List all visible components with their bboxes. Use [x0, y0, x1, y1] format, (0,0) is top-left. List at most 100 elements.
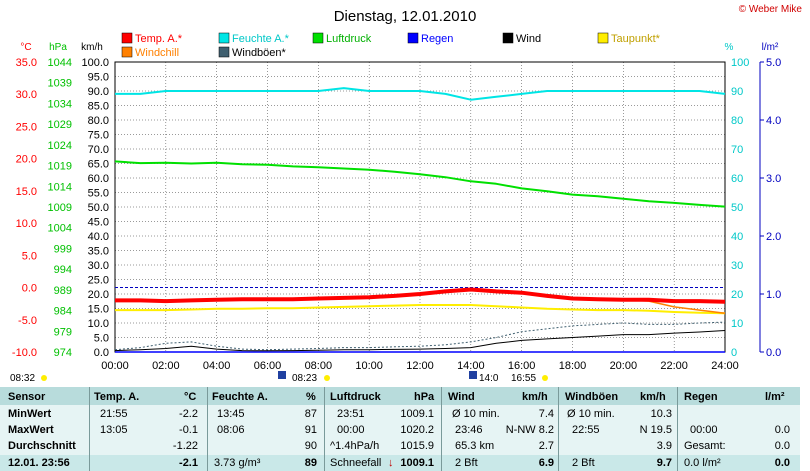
temp-tick-7: 0.0 [22, 283, 37, 295]
rain-tick-5: 0.0 [766, 347, 781, 359]
max-temp-val: -0.1 [179, 424, 198, 436]
max-wind-a: 23:46 [455, 424, 483, 436]
now-gust-a: 2 Bft [572, 457, 595, 469]
pressure-tick-6: 1014 [48, 181, 72, 193]
rain-tick-4: 1.0 [766, 289, 781, 301]
pressure-tick-0: 1044 [48, 57, 72, 69]
time-tick-1: 02:00 [152, 360, 180, 372]
min-hum-time: 13:45 [217, 408, 245, 420]
rain-tick-2: 3.0 [766, 173, 781, 185]
hdr-temp-unit: °C [184, 391, 197, 403]
time-tick-11: 22:00 [660, 360, 688, 372]
sun-dot-icon [324, 375, 330, 381]
temp-tick-4: 15.0 [16, 186, 37, 198]
max-gust-b: N 19.5 [639, 424, 672, 436]
hdr-gust: Windböen [565, 391, 619, 403]
humidity-tick-0: 100 [731, 57, 749, 69]
wind-tick-0: 100.0 [81, 57, 109, 69]
wind-tick-5: 75.0 [88, 130, 109, 142]
col-sep-5 [558, 387, 559, 471]
temp-tick-6: 5.0 [22, 250, 37, 262]
humidity-tick-10: 0 [731, 347, 737, 359]
sunset-mark-time: 14:0 [479, 373, 499, 384]
pressure-tick-13: 979 [54, 326, 72, 338]
time-tick-7: 14:00 [457, 360, 485, 372]
humidity-tick-9: 10 [731, 318, 743, 330]
wind-tick-15: 25.0 [88, 275, 109, 287]
hdr-hum-unit: % [306, 391, 316, 403]
row-now-label: 12.01. 23:56 [8, 457, 70, 469]
hdr-gust-unit: km/h [640, 391, 666, 403]
now-hum-val: 89 [304, 457, 317, 469]
sunset-dot-icon [542, 375, 548, 381]
col-sep-4 [441, 387, 442, 471]
min-temp-time: 21:55 [100, 408, 128, 420]
legend-label-6: Windchill [135, 47, 179, 59]
hdr-hum: Feuchte A. [212, 391, 268, 403]
avg-wind-b: 2.7 [538, 440, 554, 452]
legend-swatch-1 [218, 32, 230, 44]
avg-press-val: 1015.9 [400, 440, 434, 452]
time-tick-9: 18:00 [559, 360, 587, 372]
sunrise-mark-icon [278, 371, 286, 379]
pressure-tick-9: 999 [54, 243, 72, 255]
sunrise-mark-time: 08:23 [292, 373, 317, 384]
avg-wind-a: 65.3 km [455, 440, 495, 452]
temp-tick-1: 30.0 [16, 89, 37, 101]
plot-grid [114, 61, 726, 353]
time-tick-6: 12:00 [406, 360, 434, 372]
pressure-tick-10: 994 [54, 264, 72, 276]
series-temp-a [115, 287, 726, 304]
hdr-press-unit: hPa [414, 391, 435, 403]
pressure-tick-3: 1029 [48, 119, 72, 131]
humidity-tick-2: 80 [731, 115, 743, 127]
avg-rain-b: 0.0 [774, 440, 790, 452]
wind-unit-label: km/h [81, 42, 103, 53]
now-gust-b: 9.7 [656, 457, 672, 469]
col-sep-3 [324, 387, 325, 471]
min-press-time: 23:51 [337, 408, 365, 420]
wind-tick-13: 35.0 [88, 246, 109, 258]
hdr-temp: Temp. A. [94, 391, 140, 403]
series-luftdruck [114, 160, 726, 208]
statistics-table: Sensor Temp. A. °C Feuchte A. % Luftdruc… [0, 387, 800, 471]
series-feuchte-a [115, 87, 726, 101]
avg-hum-val: 90 [304, 440, 317, 452]
wind-tick-14: 30.0 [88, 260, 109, 272]
now-rain-b: 0.0 [774, 457, 790, 469]
avg-rain-a: Gesamt: [684, 440, 726, 452]
legend-swatch-6 [121, 46, 133, 58]
time-tick-2: 04:00 [203, 360, 231, 372]
hdr-press: Luftdruck [330, 391, 381, 403]
wind-tick-11: 45.0 [88, 217, 109, 229]
legend-label-5: Taupunkt* [611, 33, 661, 45]
time-tick-12: 24:00 [711, 360, 739, 372]
pressure-tick-4: 1024 [48, 140, 72, 152]
now-rain-a: 0.0 l/m² [684, 457, 721, 469]
sun-markers: 08:32 08:23 14:0 16:55 [10, 371, 548, 384]
time-tick-10: 20:00 [610, 360, 638, 372]
min-wind-b: 7.4 [538, 408, 554, 420]
legend-label-2: Luftdruck [326, 33, 372, 45]
avg-gust-b: 3.9 [656, 440, 672, 452]
avg-press-trend: ^1.4hPa/h [330, 440, 380, 452]
copyright-label: © Weber Mike [739, 4, 803, 15]
min-wind-a: Ø 10 min. [452, 408, 500, 420]
row-max-label: MaxWert [8, 424, 54, 436]
wind-tick-3: 85.0 [88, 101, 109, 113]
col-sep-6 [677, 387, 678, 471]
now-press-text: Schneefall [330, 457, 382, 469]
humidity-tick-3: 70 [731, 144, 743, 156]
wind-tick-19: 5.0 [94, 333, 109, 345]
max-press-val: 1020.2 [400, 424, 434, 436]
pressure-tick-14: 974 [54, 347, 72, 359]
pressure-tick-5: 1019 [48, 161, 72, 173]
pressure-tick-12: 984 [54, 306, 72, 318]
temp-tick-9: -10.0 [12, 347, 37, 359]
max-hum-time: 08:06 [217, 424, 245, 436]
pressure-tick-2: 1034 [48, 98, 72, 110]
time-tick-0: 00:00 [101, 360, 129, 372]
hdr-rain: Regen [684, 391, 718, 403]
temp-tick-3: 20.0 [16, 154, 37, 166]
legend-swatch-0 [121, 32, 133, 44]
